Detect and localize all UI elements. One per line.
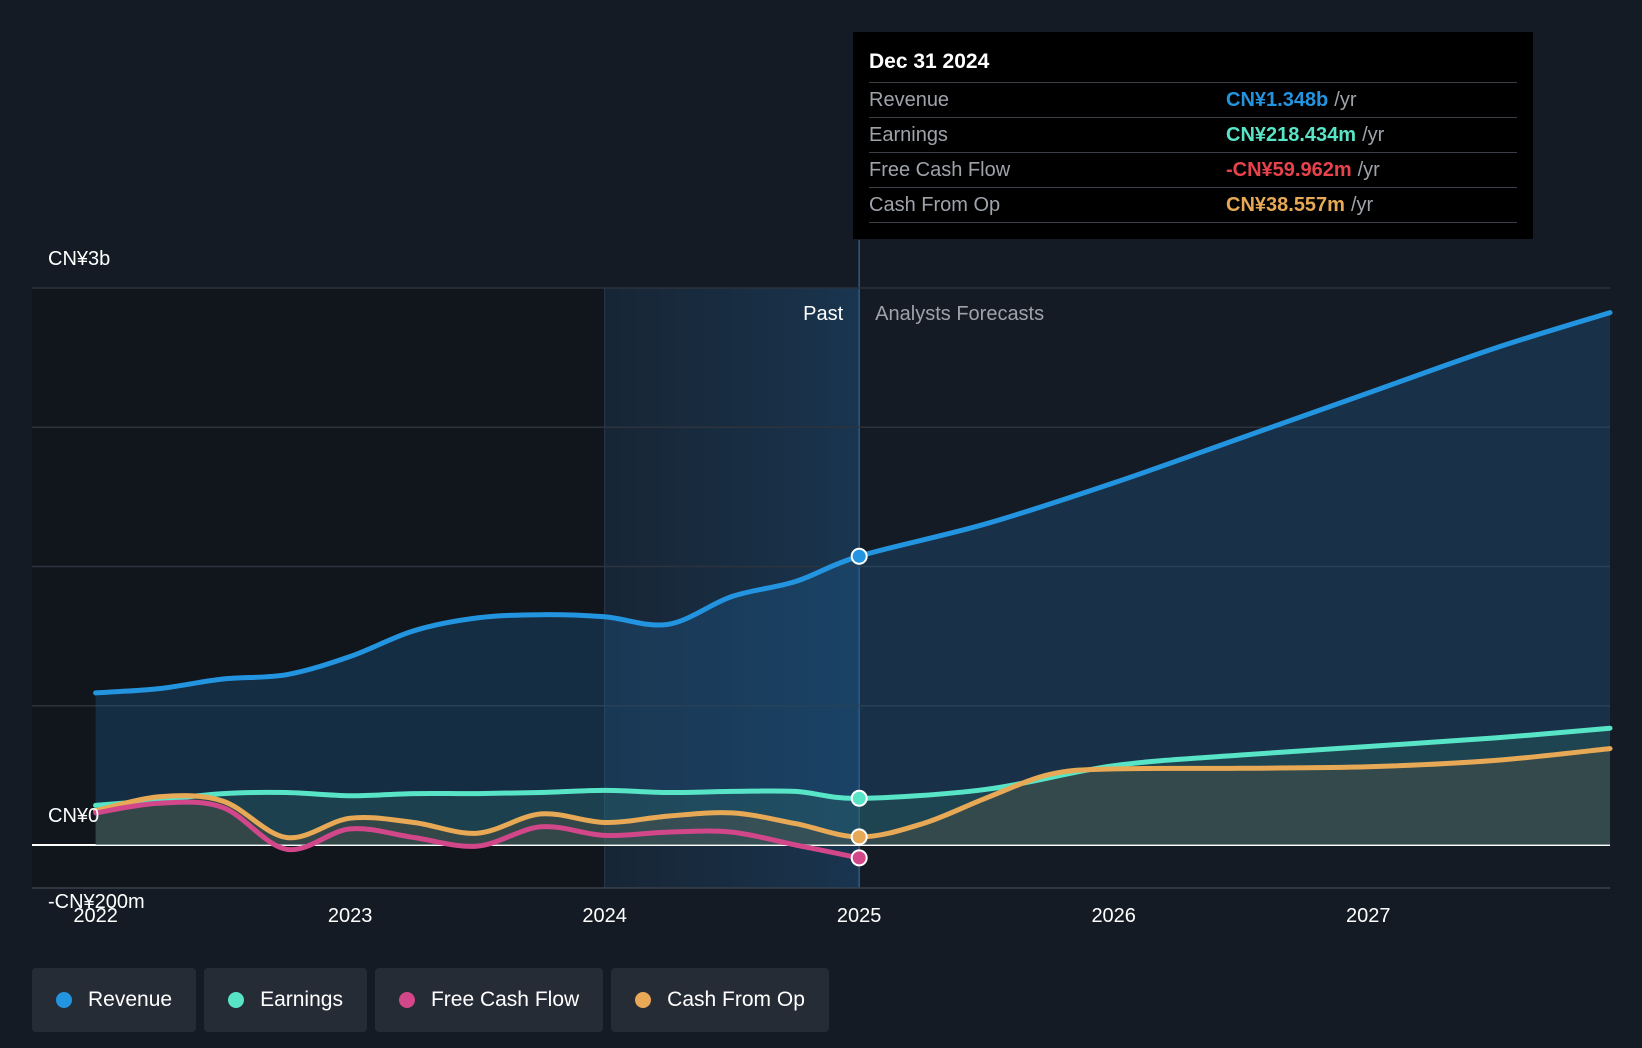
tooltip-unit: /yr (1350, 194, 1374, 216)
cash-from-op-area (95, 748, 1611, 845)
past-label: Past (803, 303, 843, 325)
x-axis-label: 2024 (582, 905, 627, 927)
tooltip-label: Earnings (869, 124, 948, 146)
tooltip-label: Revenue (869, 89, 950, 111)
legend-item-revenue[interactable]: Revenue (32, 968, 197, 1032)
legend-label: Cash From Op (667, 988, 805, 1011)
x-axis-label: 2025 (837, 905, 882, 927)
revenue-area (95, 312, 1611, 846)
tooltip-row-free-cash-flow: Free Cash Flow -CN¥59.962m /yr (869, 153, 1517, 188)
cash-from-op-line (93, 746, 1613, 841)
legend-dot-icon (56, 992, 72, 1008)
tooltip-label: Cash From Op (869, 194, 1001, 216)
y-axis-label: CN¥3b (48, 248, 110, 270)
tooltip-value-cash-from-op: CN¥38.557m (1226, 194, 1345, 216)
earnings-marker (850, 789, 868, 807)
tooltip-date: Dec 31 2024 (869, 46, 1517, 83)
legend-dot-icon (635, 992, 652, 1008)
legend-label: Free Cash Flow (430, 988, 580, 1011)
x-axis-label: 2022 (73, 905, 118, 927)
x-axis-label: 2023 (328, 905, 373, 927)
legend-item-earnings[interactable]: Earnings (204, 968, 367, 1032)
forecast-label: Analysts Forecasts (875, 303, 1044, 325)
cash-from-op-marker (850, 828, 868, 846)
tooltip-value-earnings: CN¥218.434m (1226, 124, 1357, 146)
tooltip-row-cash-from-op: Cash From Op CN¥38.557m /yr (869, 188, 1517, 223)
legend-item-cash-from-op[interactable]: Cash From Op (611, 968, 829, 1032)
free-cash-flow-marker (850, 849, 868, 867)
tooltip-unit: /yr (1357, 159, 1380, 181)
legend-dot-icon (228, 992, 245, 1008)
tooltip-value-free-cash-flow: -CN¥59.962m (1226, 159, 1352, 181)
tooltip-value-revenue: CN¥1.348b (1226, 89, 1329, 111)
revenue-marker (850, 547, 868, 565)
tooltip-panel: Dec 31 2024 Revenue CN¥1.348b /yr Earnin… (853, 32, 1533, 239)
legend-label: Revenue (88, 988, 173, 1011)
legend-dot-icon (398, 992, 415, 1008)
tooltip-unit: /yr (1334, 89, 1357, 111)
revenue-line (93, 310, 1613, 696)
y-axis-label: CN¥0 (48, 805, 99, 827)
legend-item-free-cash-flow[interactable]: Free Cash Flow (374, 968, 604, 1032)
tooltip-unit: /yr (1362, 124, 1385, 146)
legend-label: Earnings (260, 988, 343, 1011)
tooltip-row-revenue: Revenue CN¥1.348b /yr (869, 83, 1517, 118)
legend: Revenue Earnings Free Cash Flow Cash Fro… (32, 968, 829, 1032)
x-axis-label: 2026 (1091, 905, 1136, 927)
past-highlight-band (604, 288, 860, 888)
earnings-line (93, 725, 1613, 808)
x-axis-label: 2027 (1346, 905, 1391, 927)
free-cash-flow-line (93, 799, 862, 861)
tooltip-label: Free Cash Flow (869, 159, 1011, 181)
tooltip-row-earnings: Earnings CN¥218.434m /yr (869, 118, 1517, 153)
past-region-background (32, 288, 605, 888)
y-axis-label: -CN¥200m (48, 891, 145, 913)
